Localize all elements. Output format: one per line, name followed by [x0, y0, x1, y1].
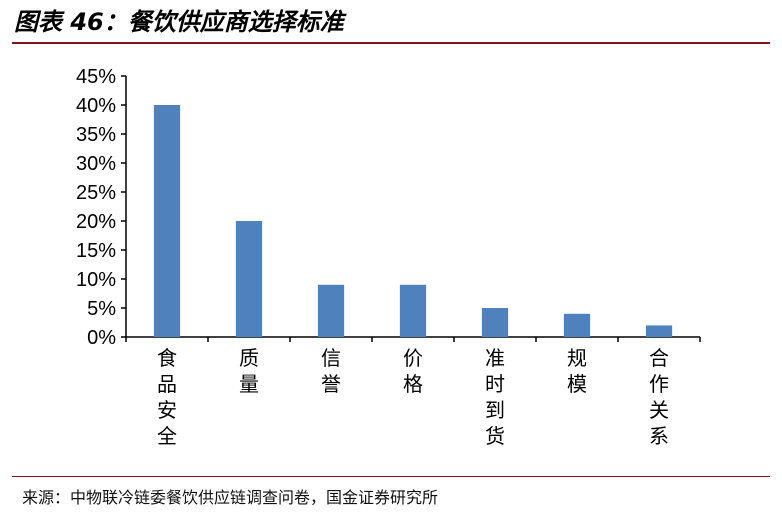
- y-tick-label: 20%: [76, 211, 116, 233]
- bar-chart: 0% 5% 10% 15% 20% 25% 30% 35% 40% 45% 食品安全 质量 信誉 价格 准时…: [76, 66, 701, 448]
- bar: [645, 325, 673, 337]
- y-tick-label: 10%: [76, 269, 116, 291]
- bar: [481, 308, 509, 337]
- x-category-label: 合作关系: [649, 346, 669, 448]
- bar: [563, 313, 591, 337]
- bar: [235, 221, 263, 337]
- y-tick-label: 15%: [76, 240, 116, 262]
- y-tick-label: 45%: [76, 66, 116, 88]
- y-tick-label: 40%: [76, 95, 116, 117]
- x-category-label: 规模: [567, 346, 587, 396]
- x-category-label: 价格: [403, 346, 423, 396]
- bar: [317, 284, 345, 337]
- source-divider: [12, 476, 770, 477]
- x-category-label: 质量: [239, 346, 259, 396]
- x-category-label: 信誉: [321, 346, 341, 396]
- figure-title: 图表 46：餐饮供应商选择标准: [14, 8, 344, 36]
- y-tick-label: 30%: [76, 153, 116, 175]
- x-category-label: 食品安全: [157, 346, 177, 448]
- x-category-label: 准时到货: [485, 346, 505, 448]
- bar: [153, 105, 181, 337]
- y-tick-label: 0%: [87, 327, 116, 349]
- y-tick-label: 5%: [87, 298, 116, 320]
- plot-area: 0% 5% 10% 15% 20% 25% 30% 35% 40% 45% 食品安全 质量 信誉 价格 准时…: [76, 66, 701, 448]
- title-divider: [12, 42, 770, 44]
- y-tick-label: 35%: [76, 124, 116, 146]
- bar: [399, 284, 427, 337]
- figure-source: 来源：中物联冷链委餐饮供应链调查问卷，国金证券研究所: [22, 488, 439, 507]
- y-tick-label: 25%: [76, 182, 116, 204]
